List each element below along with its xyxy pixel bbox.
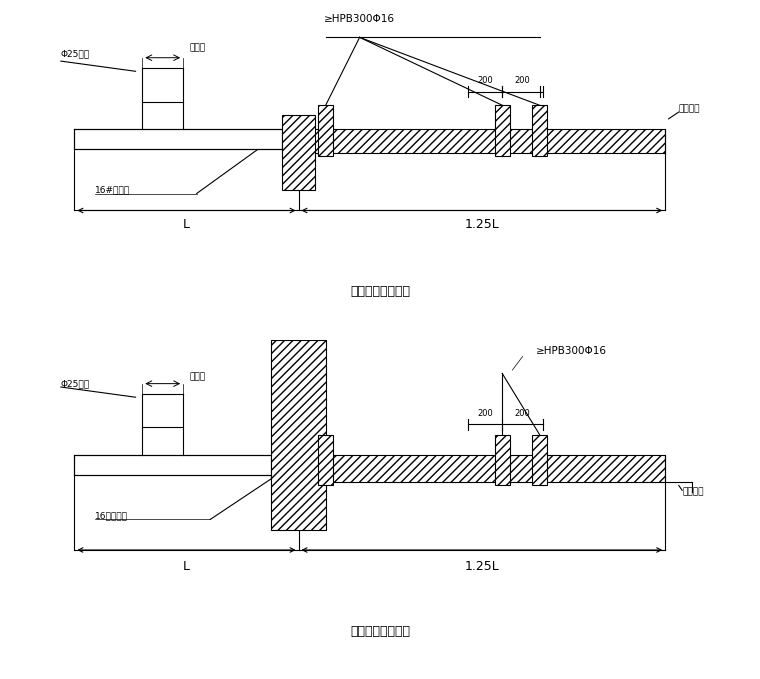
Text: ≥HPB300Φ16: ≥HPB300Φ16 xyxy=(536,346,607,356)
Bar xyxy=(281,115,315,190)
Bar xyxy=(318,105,333,156)
Text: 200: 200 xyxy=(477,76,493,85)
Bar xyxy=(271,455,665,482)
Text: 200: 200 xyxy=(515,76,530,85)
Text: 16#工字钉: 16#工字钉 xyxy=(95,185,130,195)
Text: Φ25钉筋: Φ25钉筋 xyxy=(61,379,90,388)
Text: 木楔塞紧: 木楔塞紧 xyxy=(682,488,704,497)
Text: 1.25L: 1.25L xyxy=(464,217,499,231)
Text: 200: 200 xyxy=(477,409,493,418)
Bar xyxy=(495,105,510,156)
Bar xyxy=(74,455,271,475)
Text: L: L xyxy=(183,217,190,231)
Text: 悬挑钢梁楼面构造: 悬挑钢梁楼面构造 xyxy=(350,285,410,299)
Text: 木楔塞紧: 木楔塞紧 xyxy=(679,104,700,113)
Bar xyxy=(495,435,510,485)
Text: Φ25钉筋: Φ25钉筋 xyxy=(61,50,90,59)
Text: L: L xyxy=(183,560,190,574)
Bar xyxy=(271,340,326,530)
Text: 悬挑钢梁穿墙构造: 悬挑钢梁穿墙构造 xyxy=(350,625,410,638)
Text: 同架宽: 同架宽 xyxy=(190,372,206,382)
Bar xyxy=(532,105,547,156)
Bar xyxy=(74,129,281,149)
Text: ≥HPB300Φ16: ≥HPB300Φ16 xyxy=(324,14,395,24)
Bar xyxy=(318,435,333,485)
Text: 16号工字钉: 16号工字钉 xyxy=(95,511,128,521)
Bar xyxy=(532,435,547,485)
Text: 同架宽: 同架宽 xyxy=(190,43,206,52)
Text: 200: 200 xyxy=(515,409,530,418)
Bar xyxy=(281,129,665,153)
Text: 1.25L: 1.25L xyxy=(464,560,499,574)
